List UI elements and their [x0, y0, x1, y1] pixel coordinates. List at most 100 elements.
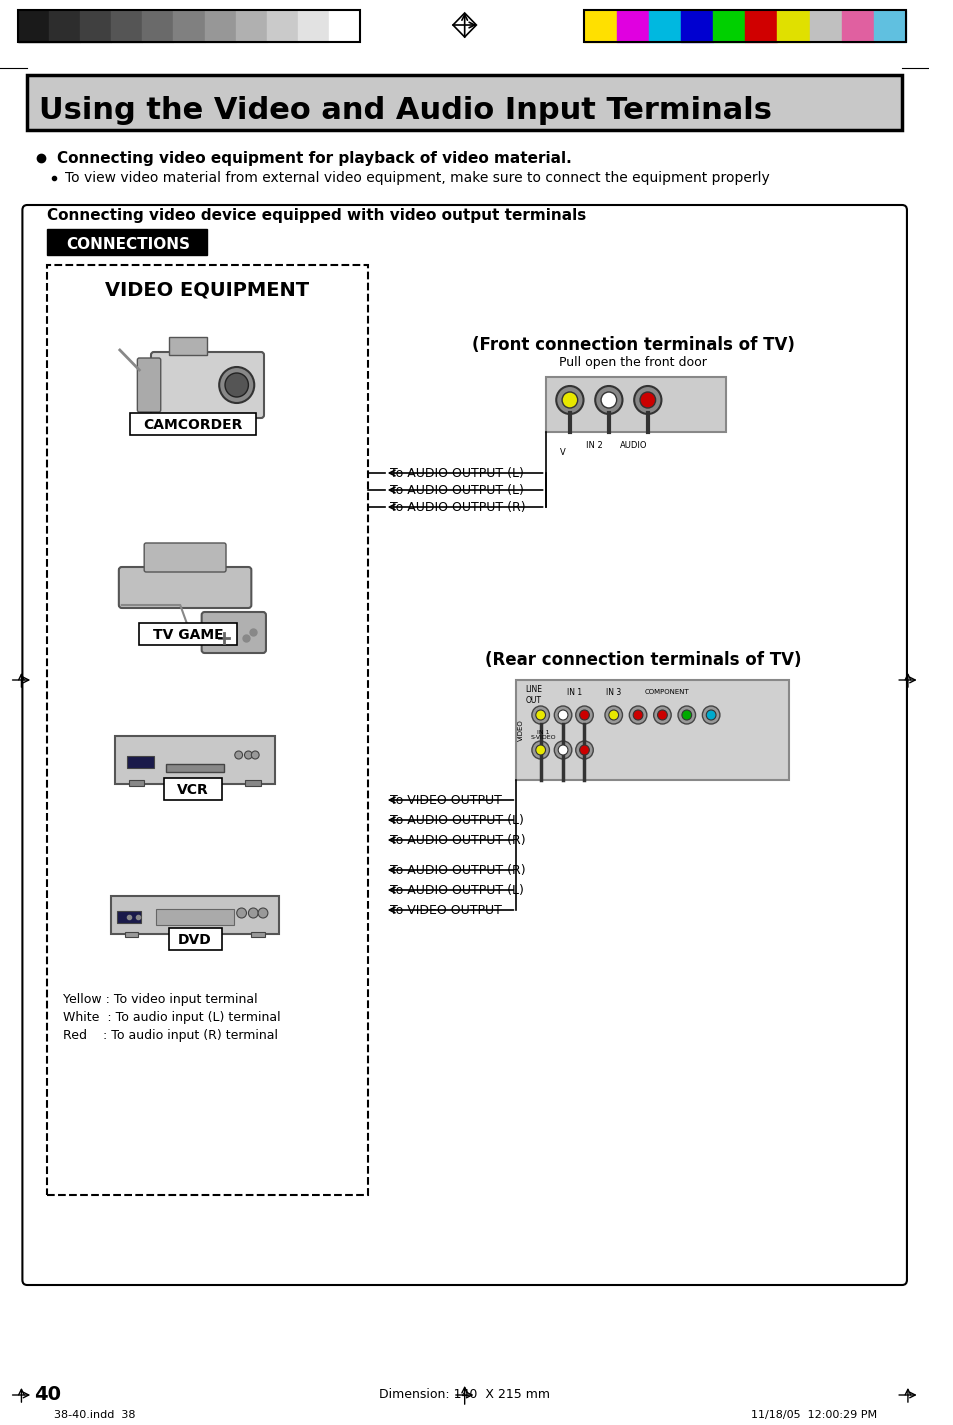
Text: To VIDEO OUTPUT: To VIDEO OUTPUT	[389, 794, 501, 807]
Text: To AUDIO OUTPUT (R): To AUDIO OUTPUT (R)	[389, 500, 525, 513]
Bar	[166, 764, 224, 772]
Bar	[516, 680, 788, 779]
Bar	[251, 932, 265, 938]
Bar	[155, 909, 233, 925]
Circle shape	[678, 705, 695, 724]
Text: To AUDIO OUTPUT (L): To AUDIO OUTPUT (L)	[389, 466, 523, 479]
Text: IN 3: IN 3	[605, 687, 620, 697]
Bar	[139, 623, 236, 646]
Bar	[142, 10, 173, 41]
Text: To AUDIO OUTPUT (L): To AUDIO OUTPUT (L)	[389, 814, 523, 826]
Bar	[169, 928, 222, 950]
Bar	[130, 413, 256, 435]
Circle shape	[561, 392, 578, 408]
Bar	[125, 932, 138, 938]
Circle shape	[536, 710, 545, 720]
Text: IN 2: IN 2	[585, 440, 602, 449]
Text: To AUDIO OUTPUT (R): To AUDIO OUTPUT (R)	[389, 834, 525, 846]
Text: Red    : To audio input (R) terminal: Red : To audio input (R) terminal	[63, 1029, 278, 1043]
FancyBboxPatch shape	[111, 896, 278, 933]
Circle shape	[639, 392, 655, 408]
Bar	[127, 757, 153, 768]
Text: To AUDIO OUTPUT (L): To AUDIO OUTPUT (L)	[389, 884, 523, 896]
Text: Pull open the front door: Pull open the front door	[558, 355, 706, 369]
Bar	[80, 10, 111, 41]
Bar	[809, 10, 841, 41]
Text: To VIDEO OUTPUT: To VIDEO OUTPUT	[389, 903, 501, 916]
Text: V: V	[559, 447, 565, 456]
Text: CONNECTIONS: CONNECTIONS	[67, 237, 191, 251]
Circle shape	[653, 705, 671, 724]
Bar	[648, 10, 680, 41]
Text: Dimension: 140  X 215 mm: Dimension: 140 X 215 mm	[378, 1388, 550, 1402]
Circle shape	[629, 705, 646, 724]
FancyBboxPatch shape	[114, 735, 274, 784]
Bar	[329, 10, 360, 41]
Circle shape	[657, 710, 666, 720]
Circle shape	[219, 368, 254, 403]
Circle shape	[681, 710, 691, 720]
Circle shape	[536, 745, 545, 755]
Circle shape	[558, 745, 567, 755]
Text: White  : To audio input (L) terminal: White : To audio input (L) terminal	[63, 1012, 280, 1025]
Bar	[245, 779, 261, 787]
Circle shape	[558, 710, 567, 720]
Text: CAMCORDER: CAMCORDER	[143, 418, 242, 432]
Circle shape	[608, 710, 618, 720]
Bar	[173, 10, 204, 41]
Text: (Rear connection terminals of TV): (Rear connection terminals of TV)	[484, 651, 801, 668]
FancyBboxPatch shape	[144, 543, 226, 571]
Text: IN 1
S-VIDEO: IN 1 S-VIDEO	[530, 730, 556, 741]
Text: (Front connection terminals of TV): (Front connection terminals of TV)	[472, 336, 794, 353]
Bar	[17, 10, 360, 41]
FancyBboxPatch shape	[137, 358, 160, 412]
Bar	[235, 10, 267, 41]
Bar	[164, 778, 222, 799]
Circle shape	[258, 908, 268, 918]
Text: To AUDIO OUTPUT (L): To AUDIO OUTPUT (L)	[389, 483, 523, 496]
Bar	[841, 10, 873, 41]
Text: 11/18/05  12:00:29 PM: 11/18/05 12:00:29 PM	[750, 1409, 876, 1419]
Bar	[584, 10, 616, 41]
Circle shape	[225, 373, 248, 398]
Text: VIDEO EQUIPMENT: VIDEO EQUIPMENT	[106, 281, 309, 299]
Circle shape	[248, 908, 258, 918]
Text: 38-40.indd  38: 38-40.indd 38	[53, 1409, 135, 1419]
Text: To view video material from external video equipment, make sure to connect the e: To view video material from external vid…	[65, 171, 769, 185]
Bar	[17, 10, 49, 41]
Bar	[545, 378, 725, 432]
Bar	[873, 10, 905, 41]
Bar	[204, 10, 235, 41]
Text: DVD: DVD	[178, 933, 212, 948]
Circle shape	[532, 705, 549, 724]
Bar	[267, 10, 297, 41]
FancyBboxPatch shape	[22, 205, 906, 1285]
Circle shape	[234, 751, 242, 760]
Circle shape	[633, 710, 642, 720]
Circle shape	[634, 386, 660, 415]
Circle shape	[244, 751, 252, 760]
Bar	[297, 10, 329, 41]
FancyBboxPatch shape	[201, 611, 266, 653]
Text: COMPONENT: COMPONENT	[644, 690, 689, 695]
Bar	[584, 10, 905, 41]
Bar	[712, 10, 744, 41]
Text: LINE
OUT: LINE OUT	[525, 685, 541, 705]
Bar	[129, 779, 144, 787]
FancyBboxPatch shape	[47, 265, 368, 1196]
Circle shape	[556, 386, 583, 415]
FancyBboxPatch shape	[28, 76, 902, 130]
Text: Connecting video equipment for playback of video material.: Connecting video equipment for playback …	[56, 151, 571, 165]
Text: IN 1: IN 1	[567, 687, 581, 697]
Circle shape	[604, 705, 622, 724]
Circle shape	[595, 386, 622, 415]
Circle shape	[575, 705, 593, 724]
Circle shape	[579, 745, 589, 755]
Text: To AUDIO OUTPUT (R): To AUDIO OUTPUT (R)	[389, 864, 525, 876]
Bar	[111, 10, 142, 41]
Bar	[49, 10, 80, 41]
FancyBboxPatch shape	[151, 352, 264, 418]
Circle shape	[236, 908, 246, 918]
Bar	[616, 10, 648, 41]
Text: Yellow : To video input terminal: Yellow : To video input terminal	[63, 993, 257, 1006]
